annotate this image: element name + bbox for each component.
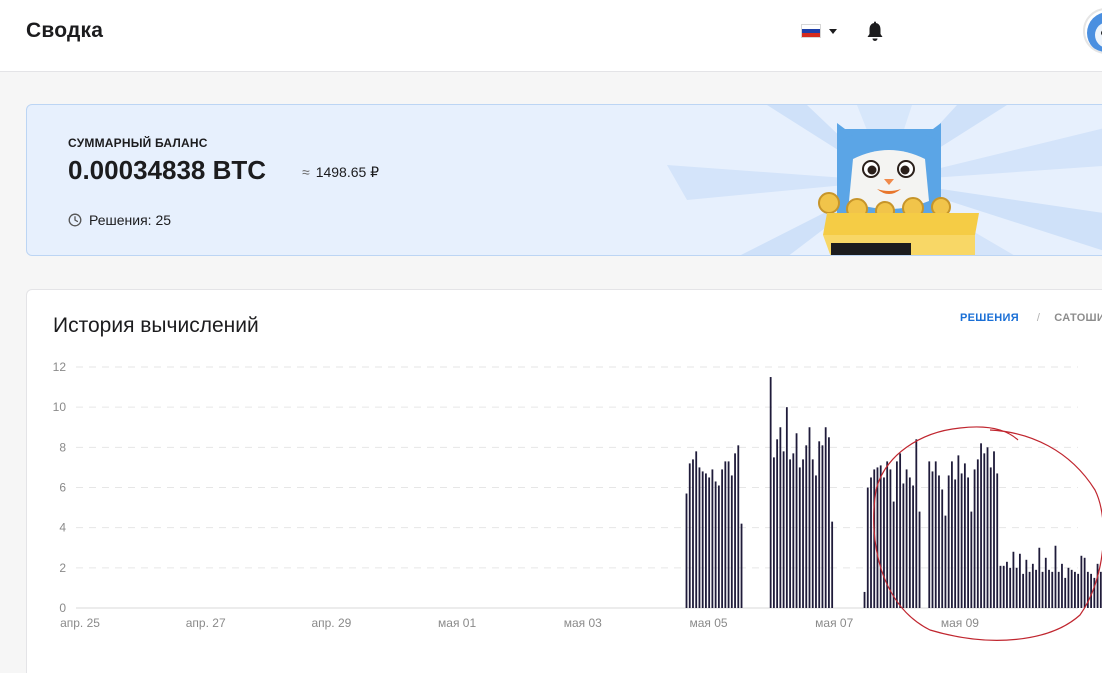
history-card: История вычислений РЕШЕНИЯ / САТОШИ bbox=[26, 289, 1102, 673]
balance-fiat: ≈1498.65 ₽ bbox=[302, 164, 379, 181]
clock-icon bbox=[68, 213, 82, 227]
fiat-value: 1498.65 ₽ bbox=[315, 164, 380, 180]
flag-ru-icon bbox=[801, 24, 821, 38]
top-bar: Сводка bbox=[0, 0, 1102, 72]
language-selector[interactable] bbox=[801, 24, 837, 38]
toggle-separator: / bbox=[1036, 312, 1041, 324]
solutions-count: Решения: 25 bbox=[68, 212, 171, 228]
balance-value: 0.00034838 BTC bbox=[68, 155, 267, 185]
approx-symbol: ≈ bbox=[302, 164, 310, 180]
history-title: История вычислений bbox=[53, 314, 259, 337]
toggle-solutions[interactable]: РЕШЕНИЯ bbox=[960, 312, 1019, 324]
chart-mode-toggle: РЕШЕНИЯ / САТОШИ bbox=[960, 312, 1102, 324]
bell-icon[interactable] bbox=[865, 21, 885, 43]
page-title: Сводка bbox=[26, 19, 104, 42]
balance-card: СУММАРНЫЙ БАЛАНС 0.00034838 BTC ≈1498.65… bbox=[26, 104, 1102, 256]
solutions-text: Решения: 25 bbox=[89, 212, 172, 228]
cat-with-coins-illustration bbox=[667, 105, 1102, 255]
chevron-down-icon bbox=[829, 28, 837, 34]
avatar[interactable] bbox=[1083, 8, 1102, 54]
toggle-satoshi[interactable]: САТОШИ bbox=[1054, 312, 1102, 324]
balance-label: СУММАРНЫЙ БАЛАНС bbox=[68, 136, 208, 150]
